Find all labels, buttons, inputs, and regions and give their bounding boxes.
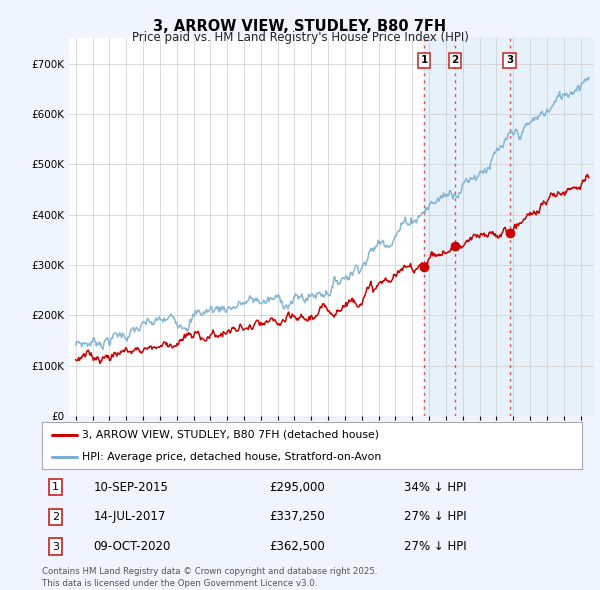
Text: 09-OCT-2020: 09-OCT-2020: [94, 540, 170, 553]
Text: 14-JUL-2017: 14-JUL-2017: [94, 510, 166, 523]
Text: 10-SEP-2015: 10-SEP-2015: [94, 481, 168, 494]
Text: 3, ARROW VIEW, STUDLEY, B80 7FH (detached house): 3, ARROW VIEW, STUDLEY, B80 7FH (detache…: [83, 430, 380, 440]
Text: HPI: Average price, detached house, Stratford-on-Avon: HPI: Average price, detached house, Stra…: [83, 453, 382, 462]
Text: £337,250: £337,250: [269, 510, 325, 523]
Text: £362,500: £362,500: [269, 540, 325, 553]
Text: 27% ↓ HPI: 27% ↓ HPI: [404, 540, 466, 553]
Text: Price paid vs. HM Land Registry's House Price Index (HPI): Price paid vs. HM Land Registry's House …: [131, 31, 469, 44]
Text: 1: 1: [421, 55, 428, 65]
Text: 27% ↓ HPI: 27% ↓ HPI: [404, 510, 466, 523]
Text: 34% ↓ HPI: 34% ↓ HPI: [404, 481, 466, 494]
Bar: [424, 38, 598, 416]
Text: 1: 1: [52, 482, 59, 492]
Text: 3: 3: [52, 542, 59, 552]
Text: Contains HM Land Registry data © Crown copyright and database right 2025.
This d: Contains HM Land Registry data © Crown c…: [42, 568, 377, 588]
Text: 2: 2: [52, 512, 59, 522]
Text: 3: 3: [506, 55, 513, 65]
Text: 3, ARROW VIEW, STUDLEY, B80 7FH: 3, ARROW VIEW, STUDLEY, B80 7FH: [154, 19, 446, 34]
Text: 2: 2: [452, 55, 459, 65]
Text: £295,000: £295,000: [269, 481, 325, 494]
